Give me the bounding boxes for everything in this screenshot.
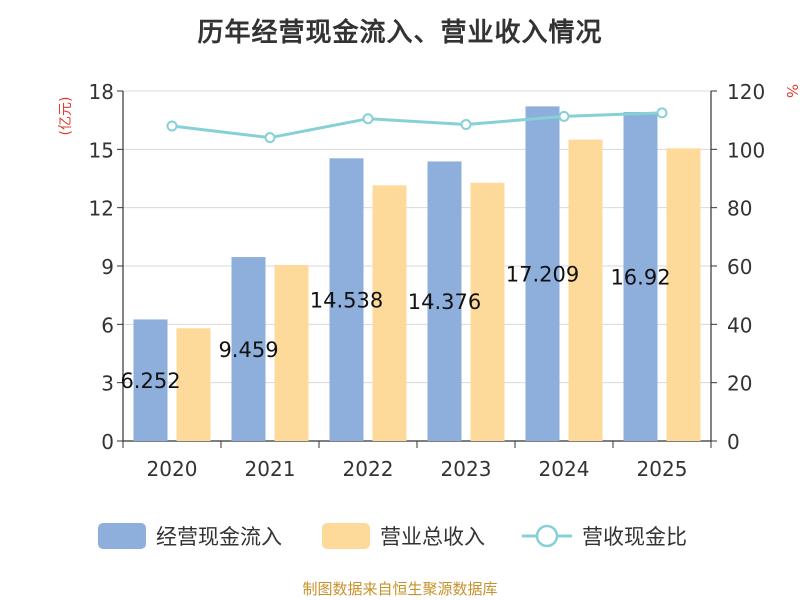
- bar-revenue: [470, 182, 505, 441]
- x-tick-label: 2021: [245, 457, 296, 481]
- bar-revenue: [274, 265, 309, 441]
- bar-revenue: [372, 185, 407, 441]
- y-right-axis-label: %: [783, 84, 800, 98]
- y-right-tick-label: 120: [727, 80, 765, 104]
- bar-cash-inflow: [329, 158, 364, 442]
- data-label-cash-inflow: 14.376: [408, 290, 481, 314]
- y-left-tick-label: 18: [89, 80, 114, 104]
- source-note: 制图数据来自恒生聚源数据库: [302, 580, 498, 598]
- legend-swatch-cash-inflow: [98, 523, 146, 549]
- x-tick-label: 2025: [637, 457, 688, 481]
- data-label-cash-inflow: 14.538: [310, 289, 383, 313]
- line-ratio-point: [362, 113, 374, 125]
- line-ratio-point: [460, 119, 472, 131]
- line-ratio-point: [264, 132, 276, 144]
- y-left-tick-label: 15: [89, 138, 114, 162]
- x-tick-label: 2024: [539, 457, 590, 481]
- bar-revenue: [568, 139, 603, 441]
- bar-cash-inflow: [427, 161, 462, 441]
- line-ratio-point: [656, 107, 668, 119]
- legend-label-ratio: 营收现金比: [582, 525, 687, 549]
- y-left-tick-label: 0: [101, 430, 114, 454]
- y-right-tick-label: 40: [727, 313, 752, 337]
- data-label-cash-inflow: 9.459: [218, 338, 278, 362]
- y-right-tick-label: 100: [727, 138, 765, 162]
- legend-marker-ratio: [535, 524, 559, 548]
- x-tick-label: 2022: [343, 457, 394, 481]
- y-right-tick-label: 80: [727, 197, 752, 221]
- bar-revenue: [666, 148, 701, 441]
- data-label-cash-inflow: 6.252: [120, 369, 180, 393]
- bar-cash-inflow: [133, 319, 168, 441]
- bar-cash-inflow: [231, 257, 266, 441]
- y-left-tick-label: 12: [89, 197, 114, 221]
- y-left-tick-label: 9: [101, 255, 114, 279]
- bar-cash-inflow: [525, 106, 560, 441]
- bar-cash-inflow: [623, 112, 658, 441]
- y-left-axis-label: (亿元): [58, 97, 74, 136]
- bar-revenue: [176, 328, 211, 441]
- y-right-tick-label: 0: [727, 430, 740, 454]
- line-ratio: [171, 111, 663, 140]
- legend-swatch-revenue: [322, 523, 370, 549]
- y-right-tick-label: 20: [727, 372, 752, 396]
- y-right-tick-label: 60: [727, 255, 752, 279]
- line-ratio-point: [558, 110, 570, 122]
- data-label-cash-inflow: 17.209: [506, 263, 579, 287]
- data-label-cash-inflow: 16.92: [610, 266, 670, 290]
- y-left-tick-label: 6: [101, 313, 114, 337]
- line-ratio-point: [166, 120, 178, 132]
- x-tick-label: 2020: [147, 457, 198, 481]
- x-tick-label: 2023: [441, 457, 492, 481]
- legend-label-cash-inflow: 经营现金流入: [156, 525, 282, 549]
- y-left-tick-label: 3: [101, 372, 114, 396]
- chart-title: 历年经营现金流入、营业收入情况: [197, 18, 603, 48]
- legend-label-revenue: 营业总收入: [380, 525, 485, 549]
